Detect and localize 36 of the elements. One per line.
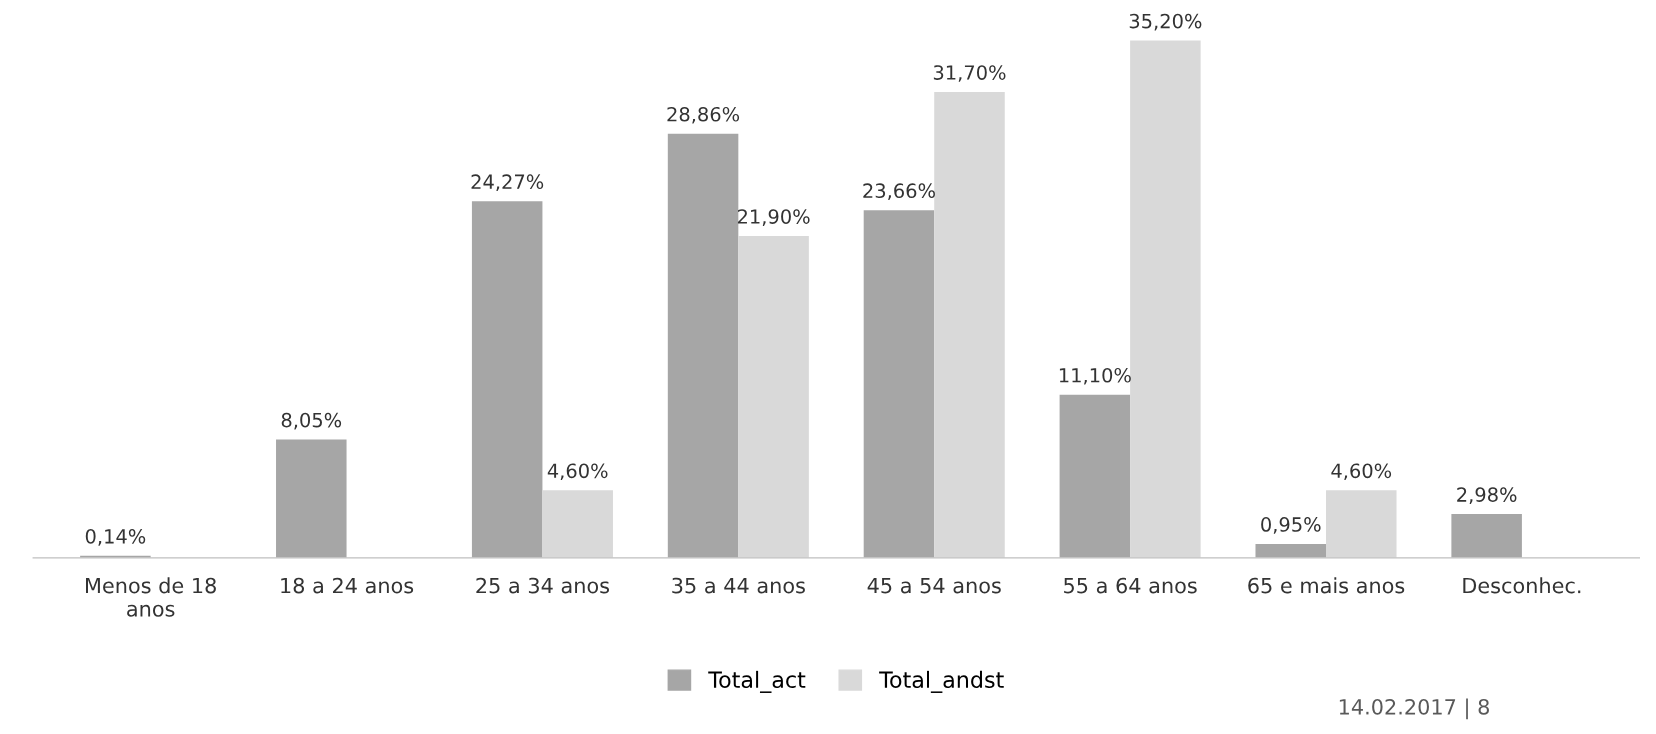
bar xyxy=(738,236,809,558)
data-label: 0,95% xyxy=(1261,517,1321,534)
bar xyxy=(863,210,935,558)
data-label: 0,14% xyxy=(85,528,146,546)
x-tick-label: 18 a 24 anos xyxy=(281,577,414,594)
data-label: 35,20% xyxy=(1129,13,1202,31)
bar xyxy=(1451,514,1522,558)
legend-label: Total_andst xyxy=(879,670,1004,693)
bar xyxy=(1255,543,1327,558)
bar xyxy=(1059,394,1131,558)
legend-label: Total_act xyxy=(708,670,806,693)
data-label: 8,05% xyxy=(281,412,342,430)
x-tick-label: 55 a 64 anos xyxy=(1064,577,1197,594)
x-tick-label: Menos de 18 anos xyxy=(86,577,216,617)
data-label: 4,60% xyxy=(1331,463,1392,481)
x-tick-label: 25 a 34 anos xyxy=(476,577,610,594)
bar xyxy=(542,490,613,558)
data-label: 23,66% xyxy=(863,183,935,201)
data-label: 21,90% xyxy=(737,209,810,226)
data-label: 11,10% xyxy=(1059,367,1131,385)
data-label: 2,98% xyxy=(1457,487,1517,504)
bar xyxy=(667,133,739,558)
data-label: 24,27% xyxy=(471,174,544,192)
data-label: 28,86% xyxy=(667,106,740,124)
bar xyxy=(1326,490,1397,558)
data-label: 4,60% xyxy=(547,463,608,481)
data-label: 31,70% xyxy=(933,65,1006,82)
text: 14.02.2017 | 8 xyxy=(1339,698,1489,720)
x-tick-label: 65 e mais anos xyxy=(1248,577,1405,594)
bar xyxy=(276,439,347,558)
x-tick-label: Desconhec. xyxy=(1463,577,1581,594)
bar xyxy=(1130,40,1201,558)
x-tick-label: 35 a 44 anos xyxy=(672,577,805,594)
bar xyxy=(471,201,543,558)
bar xyxy=(934,91,1005,558)
x-tick-label: 45 a 54 anos xyxy=(867,577,1001,594)
